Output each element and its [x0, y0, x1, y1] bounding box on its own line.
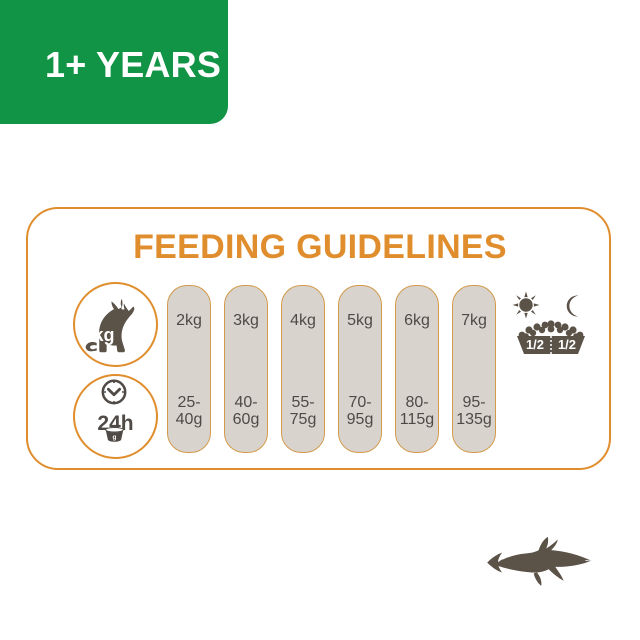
- svg-text:g: g: [113, 434, 117, 441]
- svg-text:1/2: 1/2: [558, 337, 576, 352]
- svg-text:1/2: 1/2: [526, 337, 544, 352]
